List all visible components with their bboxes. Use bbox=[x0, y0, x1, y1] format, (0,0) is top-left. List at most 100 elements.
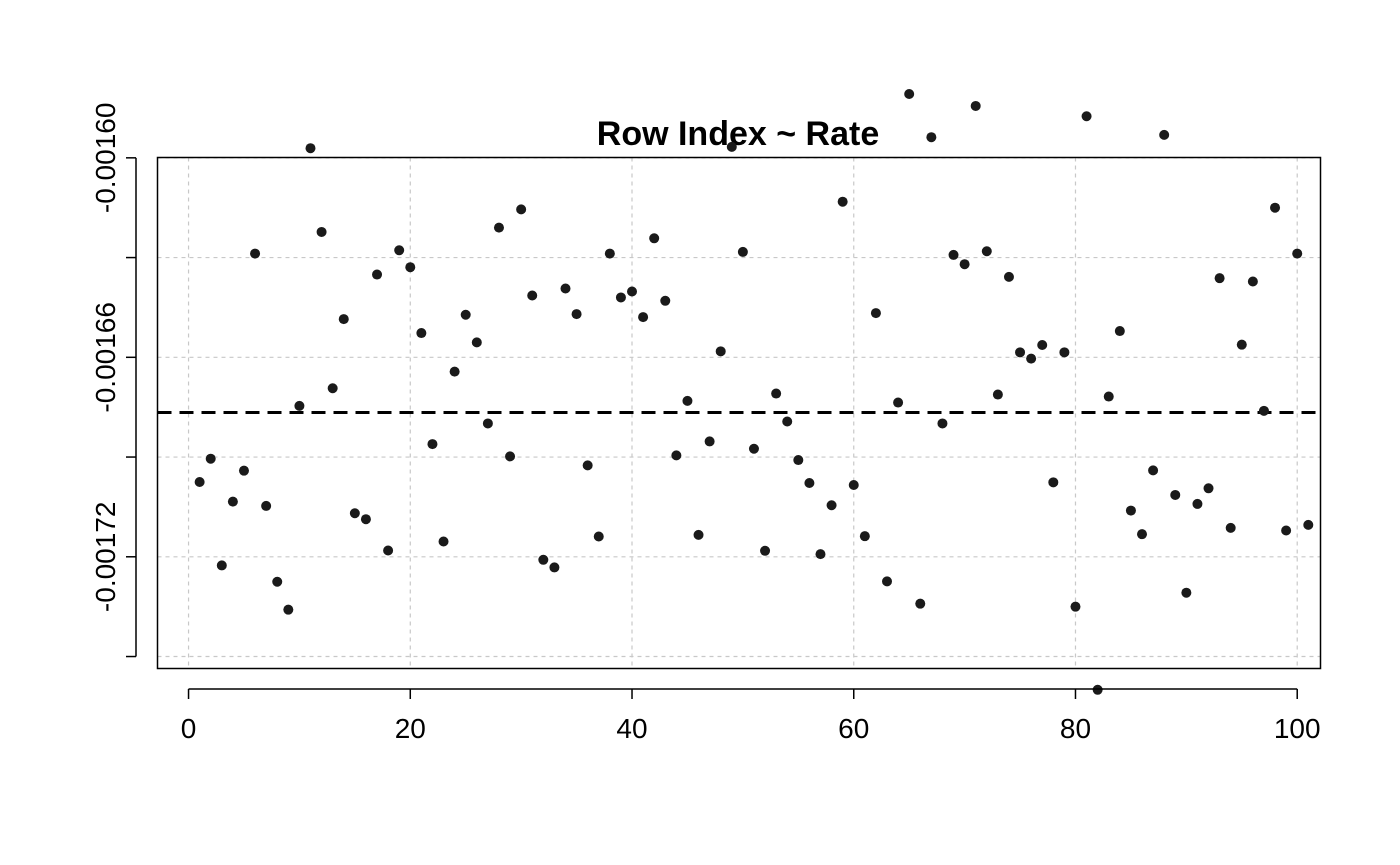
y-tick-label: -0.00160 bbox=[90, 103, 121, 214]
x-tick-label: 0 bbox=[181, 713, 197, 744]
y-tick-label: -0.00166 bbox=[90, 302, 121, 413]
data-point bbox=[460, 309, 471, 320]
data-point bbox=[1137, 529, 1148, 540]
data-point bbox=[482, 418, 493, 429]
x-tick-label: 100 bbox=[1274, 713, 1321, 744]
data-point bbox=[1225, 522, 1236, 533]
data-point bbox=[826, 500, 837, 511]
data-point bbox=[250, 248, 261, 259]
y-tick-label: -0.00172 bbox=[90, 502, 121, 613]
data-point bbox=[870, 308, 881, 319]
data-point bbox=[549, 562, 560, 573]
data-point bbox=[615, 292, 626, 303]
data-point bbox=[1159, 129, 1170, 140]
data-point bbox=[416, 328, 427, 339]
data-point bbox=[948, 249, 959, 260]
data-point bbox=[1015, 347, 1026, 358]
x-tick-label: 80 bbox=[1060, 713, 1091, 744]
data-points bbox=[194, 88, 1314, 695]
data-point bbox=[981, 246, 992, 257]
data-point bbox=[915, 598, 926, 609]
data-point bbox=[383, 545, 394, 556]
data-point bbox=[571, 309, 582, 320]
data-point bbox=[682, 395, 693, 406]
data-point bbox=[627, 286, 638, 297]
data-point bbox=[272, 576, 283, 587]
data-point bbox=[1003, 271, 1014, 282]
x-tick-label: 20 bbox=[395, 713, 426, 744]
data-point bbox=[1203, 483, 1214, 494]
data-point bbox=[1170, 489, 1181, 500]
data-point bbox=[1303, 519, 1314, 530]
data-point bbox=[238, 465, 249, 476]
data-point bbox=[726, 141, 737, 152]
data-point bbox=[671, 450, 682, 461]
data-point bbox=[638, 312, 649, 323]
data-point bbox=[904, 88, 915, 99]
data-point bbox=[1092, 684, 1103, 695]
data-point bbox=[782, 416, 793, 427]
data-point bbox=[1281, 525, 1292, 536]
data-point bbox=[1103, 391, 1114, 402]
x-tick-label: 60 bbox=[838, 713, 869, 744]
data-point bbox=[438, 536, 449, 547]
data-point bbox=[394, 245, 405, 256]
data-point bbox=[1270, 202, 1281, 213]
data-point bbox=[1236, 339, 1247, 350]
data-point bbox=[516, 204, 527, 215]
data-point bbox=[1048, 477, 1059, 488]
data-point bbox=[837, 196, 848, 207]
data-point bbox=[349, 508, 360, 519]
data-point bbox=[294, 400, 305, 411]
data-point bbox=[970, 100, 981, 111]
data-point bbox=[959, 259, 970, 270]
data-point bbox=[1148, 465, 1159, 476]
data-point bbox=[338, 314, 349, 325]
data-point bbox=[604, 248, 615, 259]
data-point bbox=[449, 366, 460, 377]
data-point bbox=[1192, 498, 1203, 509]
data-point bbox=[1081, 111, 1092, 122]
data-point bbox=[283, 604, 294, 615]
data-point bbox=[926, 132, 937, 143]
data-point bbox=[305, 143, 316, 154]
data-point bbox=[893, 397, 904, 408]
data-point bbox=[261, 500, 272, 511]
data-point bbox=[704, 436, 715, 447]
data-point bbox=[1181, 587, 1192, 598]
data-point bbox=[216, 560, 227, 571]
data-point bbox=[560, 283, 571, 294]
data-point bbox=[1070, 601, 1081, 612]
y-axis: -0.00160 -0.00166 -0.00172 bbox=[90, 103, 137, 658]
data-point bbox=[1125, 505, 1136, 516]
data-point bbox=[748, 443, 759, 454]
data-point bbox=[316, 226, 327, 237]
data-point bbox=[1247, 276, 1258, 287]
data-point bbox=[737, 246, 748, 257]
data-point bbox=[327, 383, 338, 394]
chart-title: Row Index ~ Rate bbox=[597, 115, 879, 153]
data-point bbox=[405, 262, 416, 273]
data-point bbox=[760, 545, 771, 556]
data-point bbox=[1037, 340, 1048, 351]
data-point bbox=[992, 389, 1003, 400]
data-point bbox=[538, 554, 549, 565]
data-point bbox=[372, 269, 383, 280]
x-tick-label: 40 bbox=[616, 713, 647, 744]
data-point bbox=[527, 290, 538, 301]
data-point bbox=[649, 233, 660, 244]
data-point bbox=[848, 479, 859, 490]
data-point bbox=[1258, 405, 1269, 416]
data-point bbox=[715, 346, 726, 357]
data-point bbox=[360, 514, 371, 525]
data-point bbox=[493, 222, 504, 233]
data-point bbox=[815, 549, 826, 560]
data-point bbox=[205, 453, 216, 464]
data-point bbox=[1026, 353, 1037, 364]
data-point bbox=[1292, 248, 1303, 259]
data-point bbox=[1114, 326, 1125, 337]
data-point bbox=[859, 531, 870, 542]
data-point bbox=[227, 496, 238, 507]
plot-frame bbox=[156, 156, 1322, 670]
